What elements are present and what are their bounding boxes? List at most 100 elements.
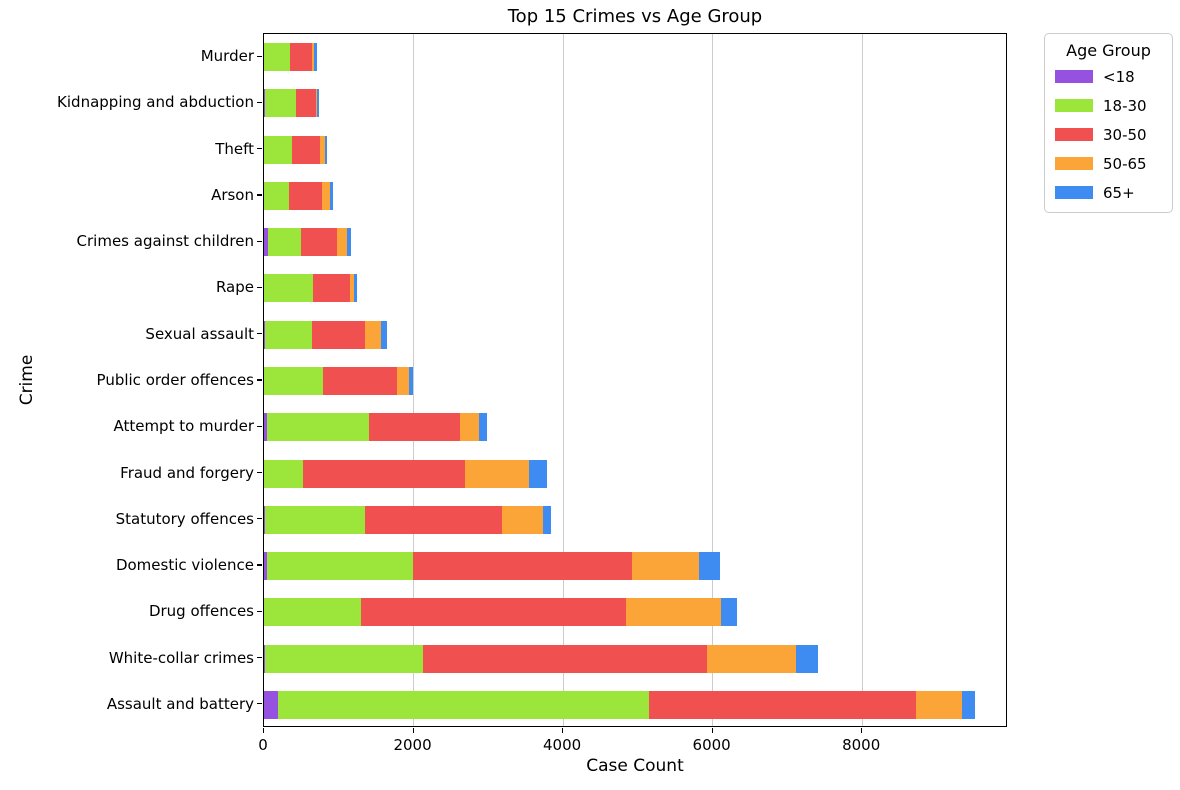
bar-segment [916,690,963,719]
bar-segment [502,505,543,534]
legend-label: 65+ [1103,183,1135,202]
bar-segment [412,552,632,581]
y-axis-label: Crime [17,354,37,406]
bar-segment [264,135,293,164]
bar-segment [321,181,330,210]
bar-segment [303,459,465,488]
y-tick-mark [257,379,262,381]
bar-segment [295,89,316,118]
bar-segment [264,505,265,534]
bar [264,413,1006,442]
bar-segment [264,89,266,118]
chart-title: Top 15 Crimes vs Age Group [507,6,763,27]
bar-segment [962,690,975,719]
bar-segment [698,552,720,581]
y-tick-label: Public order offences [96,371,254,389]
bar-segment [324,135,327,164]
bar-segment [312,320,365,349]
legend-label: 50-65 [1103,154,1147,173]
y-tick-label: Rape [215,278,254,297]
bar-segment [626,598,721,627]
bar-segment [264,598,362,627]
legend-swatch [1055,157,1093,170]
x-tick-mark [263,728,265,733]
bar [264,181,1006,210]
bar-segment [396,367,410,395]
plot-area [263,33,1007,727]
legend-label: 18-30 [1103,96,1147,115]
bar [264,505,1006,534]
x-axis-label: Case Count [586,756,684,776]
y-tick-label: Fraud and forgery [120,463,254,482]
bar-segment [264,181,290,210]
y-tick-label: Theft [215,139,254,158]
legend-title: Age Group [1066,41,1151,60]
bar-segment [322,367,397,395]
gridline [861,34,863,726]
bar-segment [264,413,267,442]
legend-entry: 18-30 [1055,95,1162,116]
y-tick-mark [257,425,262,427]
bar-segment [354,274,358,303]
bar [264,644,1006,673]
bar-segment [364,320,381,349]
bar [264,459,1006,488]
bar-segment [289,181,322,210]
bar-segment [631,552,699,581]
bar-segment [368,413,460,442]
bar-segment [649,690,917,719]
bar [264,43,1006,72]
bar-segment [264,43,290,72]
x-tick-label: 0 [258,736,268,754]
y-tick-label: Drug offences [148,602,254,621]
bar-segment [422,644,707,673]
bar-segment [264,459,304,488]
bar-segment [464,459,530,488]
legend-swatch [1055,186,1093,199]
x-tick-mark [711,728,713,733]
bar-segment [720,598,737,627]
bar-segment [317,89,320,118]
y-tick-label: Crimes against children [76,232,254,251]
y-tick-label: Domestic violence [115,556,254,575]
y-tick-mark [257,564,262,566]
bar-segment [529,459,548,488]
bar-segment [267,228,302,257]
legend-entry: 50-65 [1055,153,1162,174]
x-tick-label: 6000 [692,736,731,754]
x-tick-label: 4000 [543,736,582,754]
bar-segment [409,367,413,395]
bar-segment [267,552,413,581]
bar-segment [266,413,369,442]
legend-entry: 30-50 [1055,124,1162,145]
y-tick-mark [257,610,262,612]
bar-segment [459,413,480,442]
bar-segment [264,644,266,673]
x-tick-mark [562,728,564,733]
bar-segment [264,274,313,303]
bar-segment [265,644,423,673]
bar-segment [301,228,337,257]
bar [264,367,1006,395]
bar-segment [315,89,318,118]
bar-segment [542,505,551,534]
bar-segment [314,43,317,72]
y-tick-mark [257,471,262,474]
bar [264,135,1006,164]
y-tick-label: Murder [200,47,254,66]
bar-segment [706,644,797,673]
bar-segment [346,228,351,257]
y-tick-label: Attempt to murder [113,417,254,436]
bar [264,320,1006,349]
y-tick-mark [257,148,262,150]
y-tick-mark [257,518,262,520]
legend: Age Group <18 18-30 30-50 50-65 65+ [1044,33,1173,213]
x-tick-label: 8000 [842,736,881,754]
bar-segment [479,413,488,442]
bar-segment [336,228,347,257]
bar [264,552,1006,581]
legend-entries: <18 18-30 30-50 50-65 65+ [1055,66,1162,203]
x-tick-mark [412,728,414,733]
gridline [562,34,564,726]
